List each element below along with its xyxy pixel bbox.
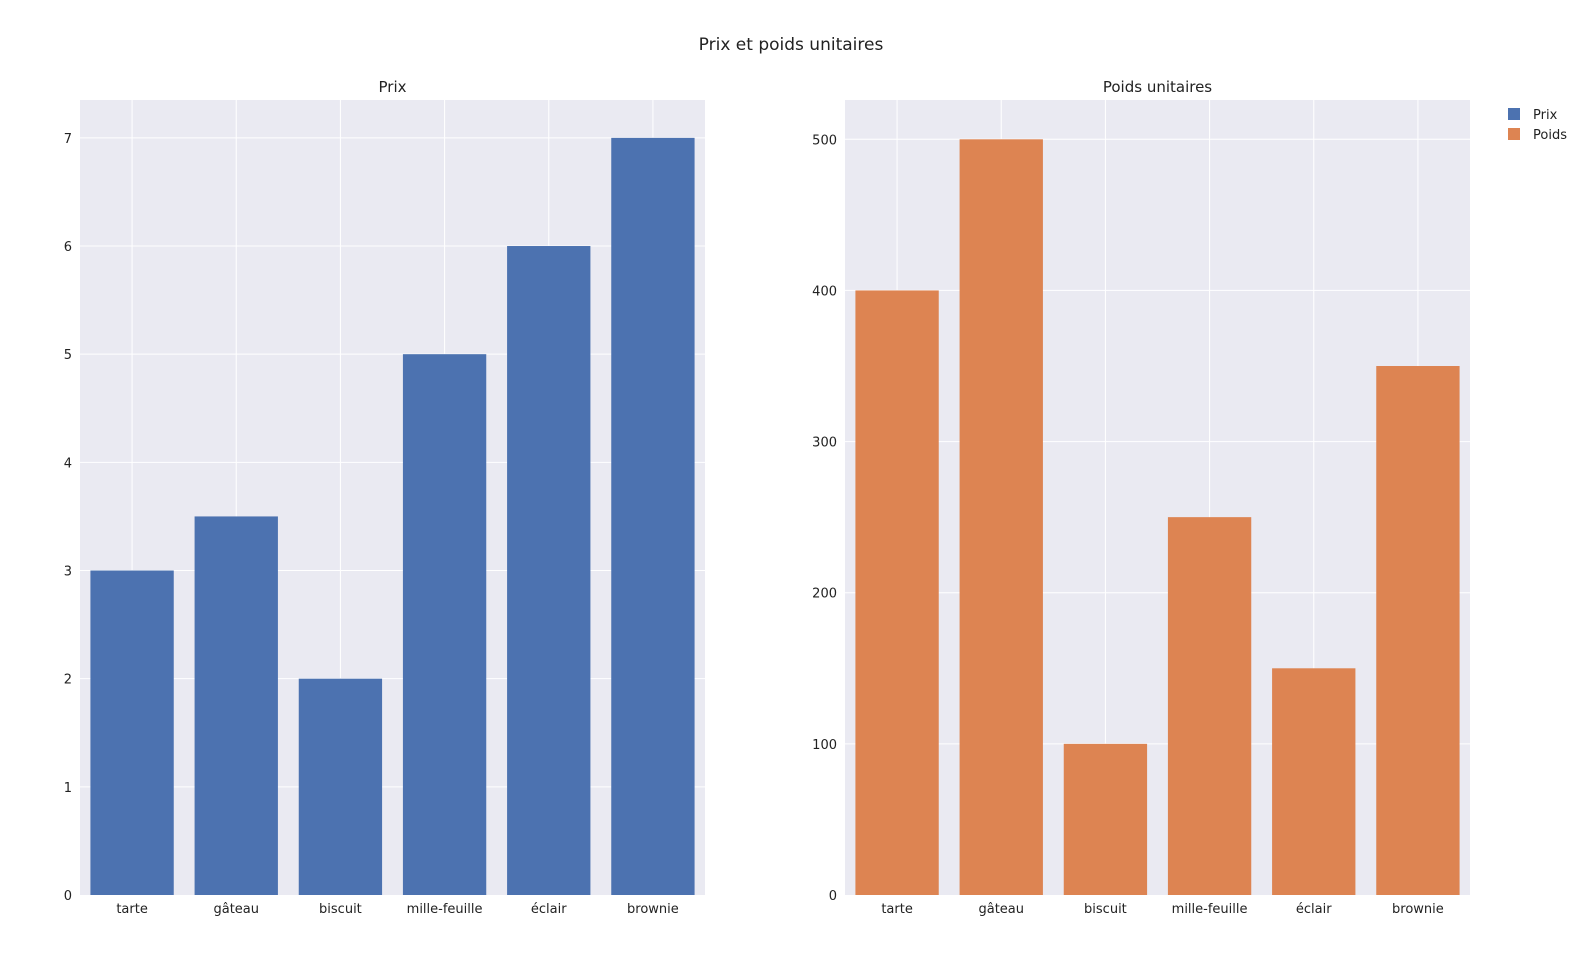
x-tick-label: biscuit <box>319 902 362 917</box>
bar-tarte <box>855 290 939 895</box>
x-tick-label: éclair <box>1296 902 1332 917</box>
x-tick-label: éclair <box>531 902 567 917</box>
bar-biscuit <box>298 678 383 895</box>
plot-background <box>80 100 705 895</box>
legend-swatch-prix <box>1508 108 1520 120</box>
legend-label: Poids <box>1533 128 1567 143</box>
bar-éclair <box>1272 668 1356 895</box>
y-tick-label: 7 <box>64 132 72 147</box>
legend-label: Prix <box>1533 108 1558 123</box>
bar-éclair <box>507 246 591 896</box>
x-tick-label: gâteau <box>213 902 259 917</box>
subplot-title: Prix <box>379 78 407 96</box>
y-tick-label: 300 <box>812 436 837 451</box>
bar-brownie <box>611 137 695 895</box>
y-tick-label: 500 <box>812 133 837 148</box>
subplot-title: Poids unitaires <box>1103 78 1212 96</box>
y-tick-label: 5 <box>64 348 72 363</box>
bar-brownie <box>1376 366 1460 896</box>
chart-title: Prix et poids unitaires <box>699 35 884 55</box>
bar-gâteau <box>959 139 1043 896</box>
x-tick-label: biscuit <box>1084 902 1127 917</box>
legend-swatch-poids <box>1508 128 1520 140</box>
x-tick-label: tarte <box>881 902 913 917</box>
y-tick-label: 100 <box>812 738 837 753</box>
y-tick-label: 6 <box>64 240 72 255</box>
bar-tarte <box>90 570 174 895</box>
bar-mille-feuille <box>402 354 487 895</box>
y-tick-label: 2 <box>64 673 72 688</box>
y-tick-label: 0 <box>64 889 72 904</box>
x-tick-label: mille-feuille <box>1172 902 1248 917</box>
x-tick-label: brownie <box>627 902 679 917</box>
y-tick-label: 200 <box>812 587 837 602</box>
bar-biscuit <box>1063 743 1148 895</box>
plot-background <box>845 100 1470 895</box>
y-tick-label: 1 <box>64 781 72 796</box>
y-tick-label: 400 <box>812 284 837 299</box>
subplot-1: 0 1 2 3 4 5 6 7 tarte gâteau biscuit mille-feuille é… <box>64 78 705 917</box>
x-tick-label: mille-feuille <box>407 902 483 917</box>
legend: Prix Poids <box>1508 108 1567 143</box>
x-tick-label: gâteau <box>978 902 1024 917</box>
y-tick-label: 3 <box>64 565 72 580</box>
x-tick-label: tarte <box>116 902 148 917</box>
bar-gâteau <box>194 516 278 895</box>
subplot-2: 0 100 200 300 400 500 tarte gâteau biscuit mille-… <box>812 78 1470 917</box>
bar-mille-feuille <box>1167 517 1252 895</box>
y-tick-label: 0 <box>829 889 837 904</box>
x-tick-label: brownie <box>1392 902 1444 917</box>
y-tick-label: 4 <box>64 456 72 471</box>
